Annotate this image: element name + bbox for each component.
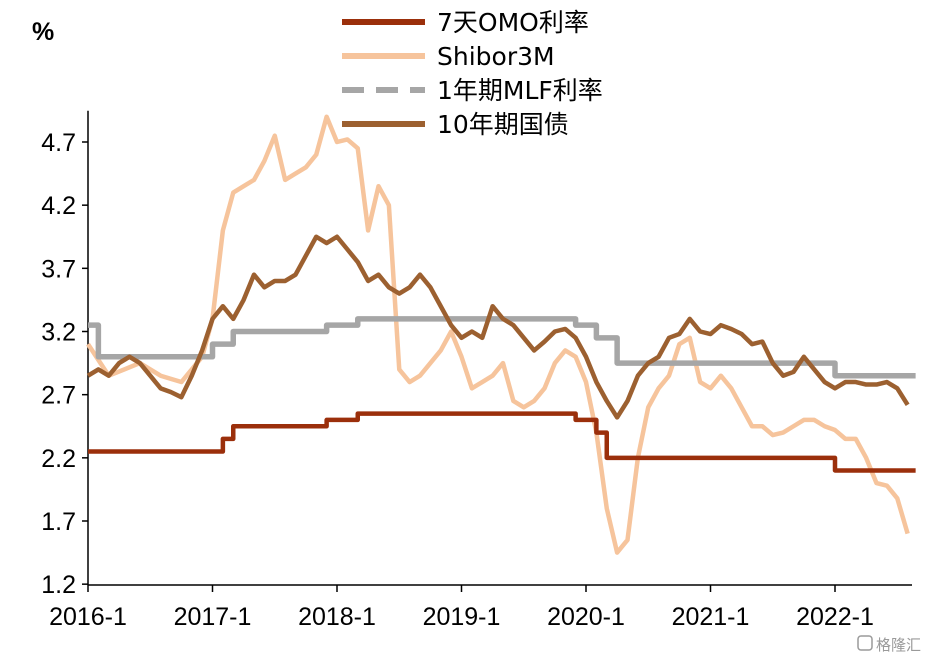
y-tick-label: 2.7 bbox=[41, 382, 76, 410]
legend-label-0: 7天OMO利率 bbox=[437, 8, 589, 37]
x-tick-label: 2017-1 bbox=[174, 603, 252, 631]
y-tick-label: 4.7 bbox=[41, 129, 76, 157]
x-tick-label: 2016-1 bbox=[49, 603, 127, 631]
x-tick-label: 2019-1 bbox=[423, 603, 501, 631]
legend: 7天OMO利率 Shibor3M 1年期MLF利率 10年期国债 bbox=[342, 8, 603, 139]
series-line-0 bbox=[88, 411, 916, 473]
y-unit-label: % bbox=[32, 18, 54, 46]
series-line-3 bbox=[86, 234, 910, 420]
y-tick-label: 3.7 bbox=[41, 255, 76, 283]
watermark-text: 格隆汇 bbox=[876, 636, 921, 654]
series-lines bbox=[86, 114, 916, 555]
x-tick-label: 2021-1 bbox=[672, 603, 750, 631]
series-line-1 bbox=[86, 114, 910, 555]
y-tick-labels: 1.2 1.7 2.2 2.7 3.2 3.7 4.2 4.7 bbox=[41, 129, 76, 599]
watermark-logo-icon bbox=[857, 635, 873, 651]
x-tick-label: 2022-1 bbox=[796, 603, 874, 631]
y-tick-label: 2.2 bbox=[41, 445, 76, 473]
y-tick-label: 4.2 bbox=[41, 192, 76, 220]
legend-label-2: 1年期MLF利率 bbox=[437, 76, 603, 105]
x-tick-label: 2020-1 bbox=[547, 603, 625, 631]
series-line-2 bbox=[88, 316, 916, 379]
legend-label-3: 10年期国债 bbox=[437, 110, 569, 139]
y-tick-label: 3.2 bbox=[41, 319, 76, 347]
x-tick-labels: 2016-1 2017-1 2018-1 2019-1 2020-1 2021-1 2022… bbox=[49, 603, 874, 631]
y-tick-label: 1.2 bbox=[41, 571, 76, 599]
legend-label-1: Shibor3M bbox=[437, 42, 555, 71]
x-tick-label: 2018-1 bbox=[298, 603, 376, 631]
watermark: 格隆汇 bbox=[857, 635, 921, 654]
axes bbox=[82, 110, 912, 592]
y-tick-label: 1.7 bbox=[41, 508, 76, 536]
